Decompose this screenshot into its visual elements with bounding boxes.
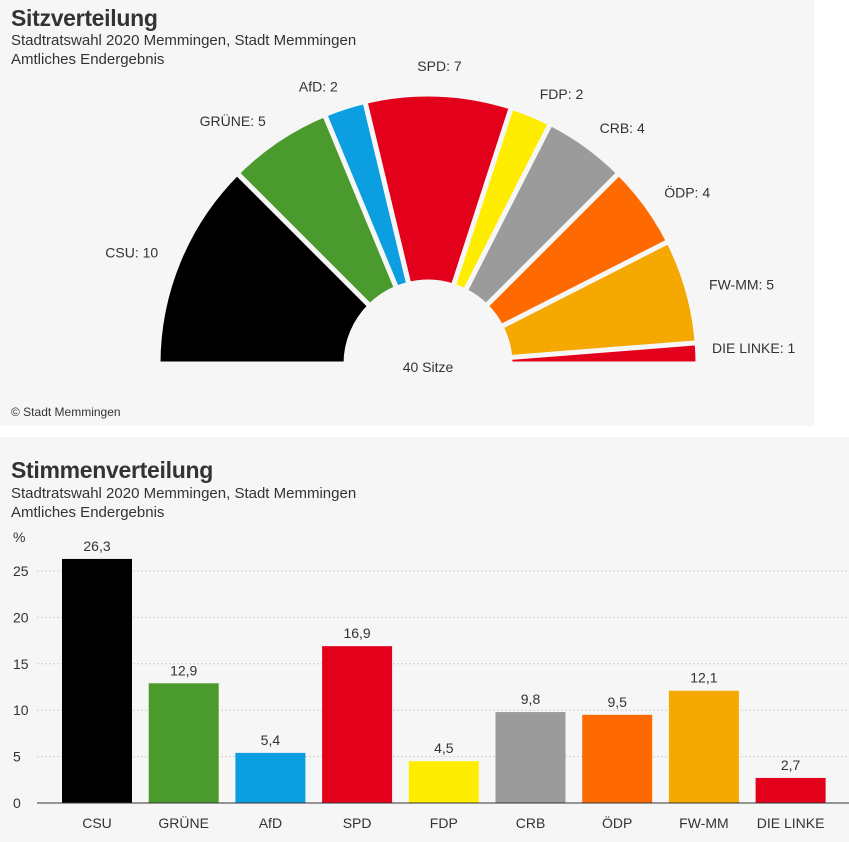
y-axis-label: % (13, 529, 25, 545)
x-category-label: DIE LINKE (757, 815, 825, 831)
vote-bar-chart: 0 5 10 15 20 25% 26,3 CSU 12,9 GRÜNE 5,4 AfD 16,9 SPD… (13, 529, 849, 831)
seat-chart-subtitle2: Amtliches Endergebnis (11, 51, 165, 68)
bar-fw-mm (668, 690, 739, 803)
bar-value-label: 4,5 (434, 740, 454, 756)
x-category-label: SPD (343, 815, 372, 831)
seat-segment-die-linke (507, 340, 701, 367)
bar-value-label: 2,7 (781, 757, 801, 773)
bar-value-label: 16,9 (343, 625, 370, 641)
seat-segment-spd (361, 91, 515, 290)
bar-afd (235, 752, 306, 803)
x-category-label: GRÜNE (158, 814, 209, 831)
x-category-label: ÖDP (602, 814, 632, 831)
x-category-label: FW-MM (679, 815, 729, 831)
x-category-label: FDP (430, 815, 458, 831)
vote-distribution-panel: Stimmenverteilung Stadtratswahl 2020 Mem… (0, 437, 849, 842)
bar-crb (495, 712, 566, 803)
y-tick-label: 25 (13, 563, 29, 579)
bar-csu (62, 558, 132, 803)
seat-label: CRB: 4 (600, 120, 645, 136)
y-tick-label: 0 (13, 795, 21, 811)
x-category-label: CRB (516, 815, 546, 831)
bar-value-label: 9,8 (521, 691, 541, 707)
credit: © Stadt Memmingen (11, 405, 121, 419)
seat-total-label: 40 Sitze (403, 359, 454, 375)
bar-value-label: 9,5 (607, 694, 627, 710)
bar-value-label: 12,9 (170, 662, 197, 678)
seat-distribution-panel: Sitzverteilung Stadtratswahl 2020 Memmin… (0, 0, 814, 426)
bar-ödp (582, 714, 653, 803)
seat-label: AfD: 2 (299, 78, 338, 94)
seat-chart-title: Sitzverteilung (11, 5, 158, 31)
bar-chart-subtitle: Stadtratswahl 2020 Memmingen, Stadt Memm… (11, 485, 357, 502)
seat-label: CSU: 10 (105, 244, 158, 260)
bar-grüne (148, 683, 219, 803)
seat-label: FW-MM: 5 (709, 277, 774, 293)
bar-value-label: 26,3 (83, 538, 110, 554)
seat-chart-subtitle: Stadtratswahl 2020 Memmingen, Stadt Memm… (11, 32, 357, 49)
bar-value-label: 12,1 (690, 670, 717, 686)
x-category-label: AfD (259, 815, 282, 831)
seat-label: DIE LINKE: 1 (712, 340, 795, 356)
seat-label: FDP: 2 (540, 86, 584, 102)
y-tick-label: 5 (13, 749, 21, 765)
seat-segment-csu (155, 169, 374, 367)
y-tick-label: 15 (13, 656, 29, 672)
seat-label: SPD: 7 (417, 58, 462, 74)
y-tick-label: 20 (13, 609, 29, 625)
seat-label: ÖDP: 4 (664, 183, 710, 200)
y-tick-label: 10 (13, 702, 29, 718)
seat-semicircle-chart: CSU: 10 GRÜNE: 5 AfD: 2 SPD: 7 FDP: 2 CRB: 4 Ö… (105, 58, 795, 375)
bar-value-label: 5,4 (261, 732, 281, 748)
bar-fdp (408, 761, 479, 803)
bar-die-linke (755, 777, 826, 803)
bar-chart-subtitle2: Amtliches Endergebnis (11, 504, 165, 521)
bar-chart-title: Stimmenverteilung (11, 457, 213, 483)
x-category-label: CSU (82, 815, 112, 831)
bar-spd (322, 646, 393, 803)
seat-label: GRÜNE: 5 (200, 112, 266, 129)
